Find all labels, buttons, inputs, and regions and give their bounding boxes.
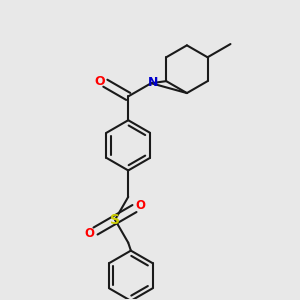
Text: O: O xyxy=(84,227,94,240)
Text: O: O xyxy=(94,76,105,88)
Text: N: N xyxy=(148,76,158,89)
Text: O: O xyxy=(136,199,146,212)
Text: S: S xyxy=(110,213,120,227)
